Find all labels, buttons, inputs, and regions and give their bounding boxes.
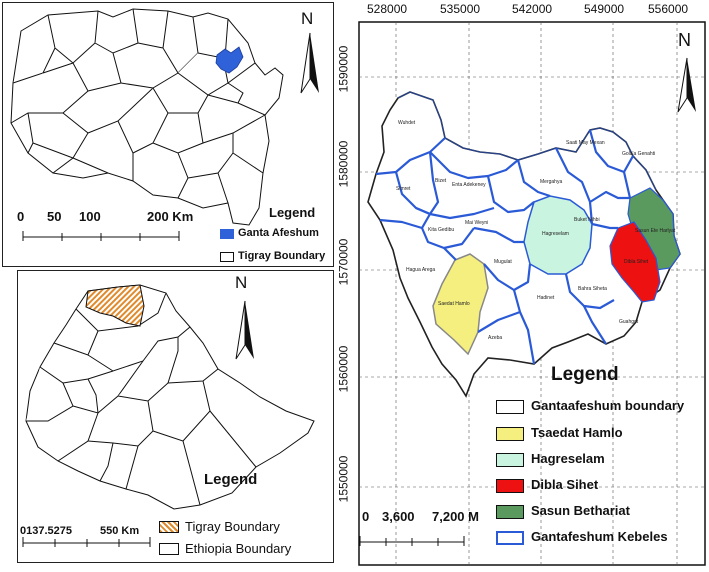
main-scale-3600: 3,600 (382, 509, 415, 524)
main-north-label: N (678, 30, 691, 50)
ganta-afeshum-highlight (215, 46, 244, 74)
kebele-label: Hagua Arega (406, 267, 436, 273)
x-tick-3: 542000 (512, 2, 553, 16)
top-north-arrow-icon (300, 32, 319, 94)
kebele-label: Saati May Mexan (566, 140, 605, 146)
kebele-label: Gola'a Genahti (622, 151, 656, 157)
main-legend-label-dibla: Dibla Sihet (531, 477, 599, 492)
kebele-label: Mergahya (540, 179, 563, 185)
x-tick-5: 556000 (648, 2, 689, 16)
tigray-map-panel: N 0 50 100 200 Km Legend Ganta Afeshum T… (2, 2, 334, 267)
top-legend-label-ganta: Ganta Afeshum (238, 227, 319, 239)
top-scale-50: 50 (47, 209, 62, 224)
kebele-label: Buket Nihbi (574, 217, 600, 223)
kebele-tsaedat-hamlo-fill (432, 253, 489, 356)
ethiopia-boundary-map (22, 284, 315, 547)
main-legend-label-sasun: Sasun Bethariat (531, 503, 630, 518)
tigray-boundary-map (10, 8, 319, 241)
top-scale-0: 0 (17, 209, 25, 224)
bottom-scale-first: 0137.5275 (20, 525, 72, 537)
top-legend-swatch-ganta (220, 229, 234, 239)
kebele-label: Sasun Ete Harlyat (635, 228, 676, 234)
top-north-label: N (301, 9, 314, 28)
main-scale-bar (359, 536, 465, 546)
main-legend-label-hagreselam: Hagreselam (531, 451, 605, 466)
kebele-label: Mai Weyni (465, 220, 489, 226)
top-scale-bar (22, 231, 180, 241)
kebele-label: Bahra Siheta (578, 286, 607, 292)
top-legend-label-tigray: Tigray Boundary (238, 250, 326, 262)
kebele-label: Bizet (435, 178, 447, 184)
bottom-legend-swatch-tigray (159, 521, 179, 533)
kebele-label: Mugulat (494, 259, 512, 265)
bottom-scale-last: 550 Km (100, 525, 140, 537)
kebele-label: Enta Adekeney (452, 182, 486, 188)
top-legend-swatch-tigray (220, 252, 234, 262)
ganta-afeshum-map-panel: 528000 535000 542000 549000 556000 15900… (336, 2, 707, 567)
kebele-label: Hadinet (537, 295, 555, 301)
main-legend-swatch-kebeles (496, 531, 524, 545)
kebele-label: Saedat Hamlo (438, 301, 470, 307)
top-legend-title: Legend (269, 205, 316, 220)
kebele-label: Simret (396, 186, 411, 192)
bottom-legend-title: Legend (204, 471, 258, 488)
main-north-arrow-icon (677, 57, 696, 113)
main-legend-label-tsaedat: Tsaedat Hamlo (531, 425, 623, 440)
main-legend-swatch-sasun (496, 505, 524, 519)
kebele-label: Guahgot (619, 319, 639, 325)
main-scale-7200: 7,200 M (432, 509, 479, 524)
bottom-north-arrow-icon (235, 300, 254, 360)
bottom-legend-label-ethiopia: Ethiopia Boundary (185, 541, 292, 556)
main-legend-label-gantaafeshum: Gantaafeshum boundary (531, 398, 685, 413)
x-tick-1: 528000 (367, 2, 408, 16)
ethiopia-map-panel: N Legend Tigray Boundary Ethiopia Bounda… (17, 270, 334, 563)
kebele-label: Kita Gedibu (428, 227, 455, 233)
bottom-legend-label-tigray: Tigray Boundary (185, 519, 280, 534)
x-tick-4: 549000 (584, 2, 625, 16)
bottom-scale-bar (22, 537, 151, 547)
kebele-label: Hagreselam (542, 231, 569, 237)
top-scale-200: 200 Km (147, 209, 194, 224)
main-legend-title: Legend (551, 364, 619, 385)
main-legend-label-kebeles: Gantafeshum Kebeles (531, 529, 668, 544)
kebele-dibla-sihet-fill (609, 221, 661, 303)
bottom-legend-swatch-ethiopia (159, 543, 179, 555)
main-legend-swatch-tsaedat (496, 427, 524, 441)
main-legend-swatch-gantaafeshum (496, 400, 524, 414)
tigray-hatched-region (85, 284, 145, 327)
main-legend-swatch-hagreselam (496, 453, 524, 467)
main-legend-swatch-dibla (496, 479, 524, 493)
bottom-north-label: N (235, 273, 248, 292)
top-scale-100: 100 (79, 209, 101, 224)
kebele-label: Azeba (488, 335, 503, 341)
kebele-label: Dibla Sihet (624, 259, 649, 265)
kebele-label: Wuhdet (398, 120, 416, 126)
x-tick-2: 535000 (440, 2, 481, 16)
main-scale-0: 0 (362, 509, 370, 524)
kebele-map (358, 21, 706, 566)
